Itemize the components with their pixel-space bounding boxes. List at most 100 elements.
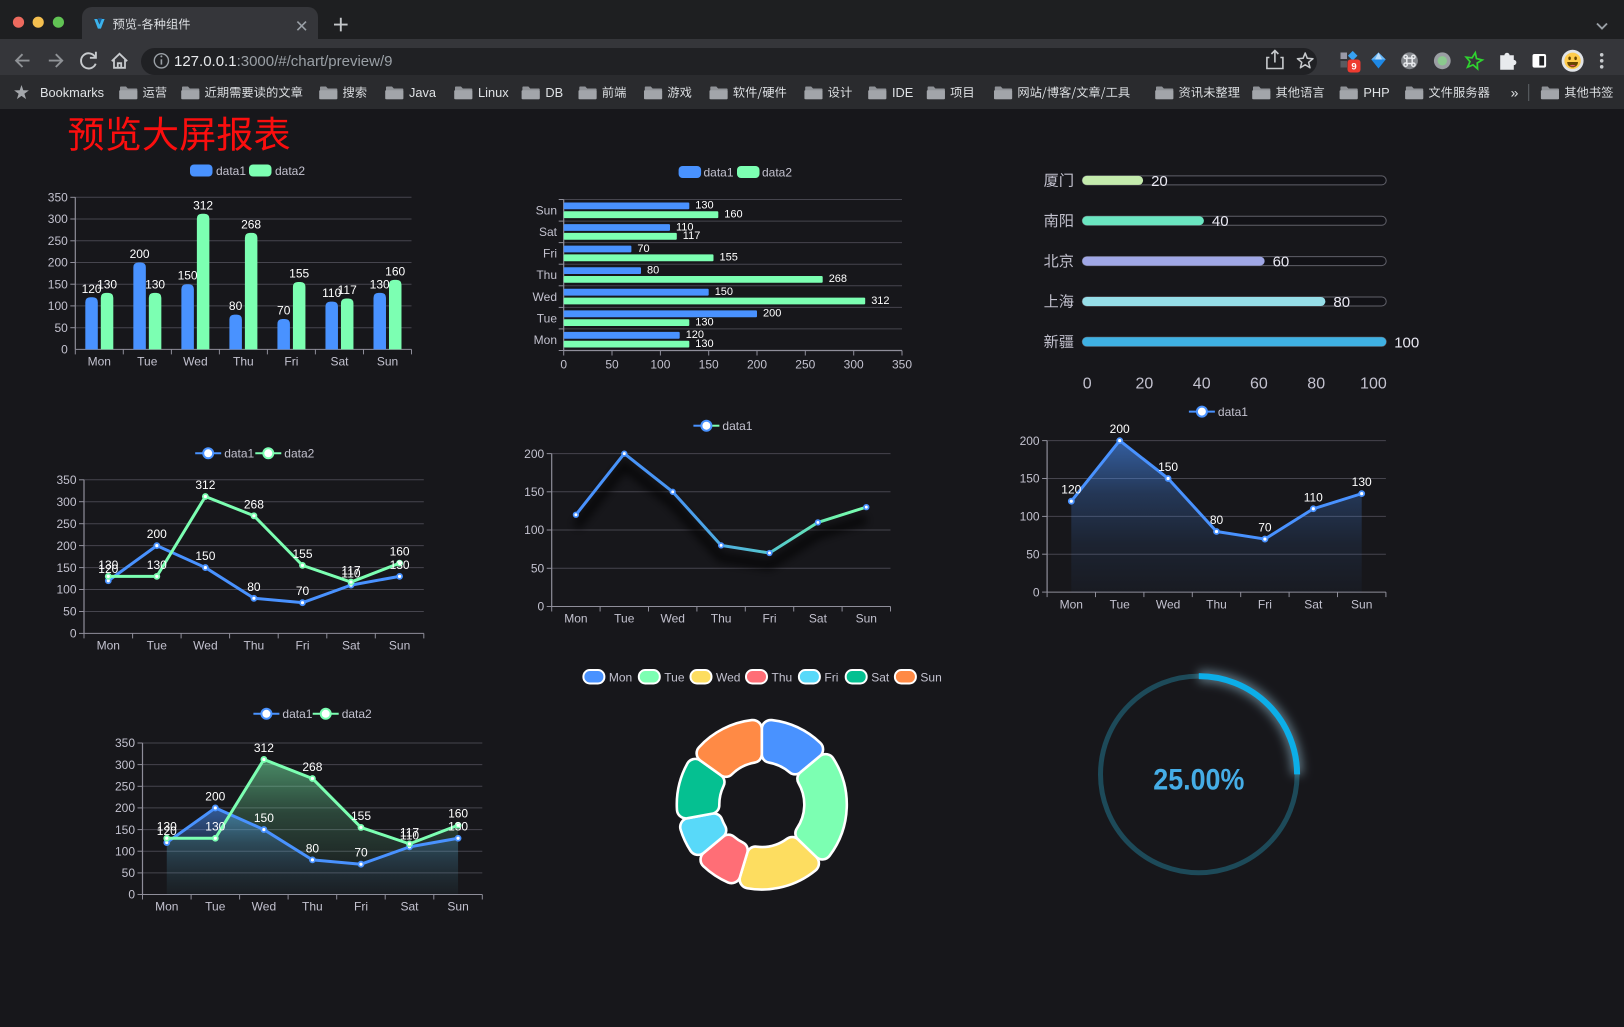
- svg-text:70: 70: [637, 243, 649, 255]
- svg-text:268: 268: [241, 217, 261, 231]
- svg-text:130: 130: [97, 277, 117, 291]
- svg-text:Wed: Wed: [660, 612, 684, 626]
- svg-text:250: 250: [56, 517, 76, 531]
- svg-text:data2: data2: [342, 707, 372, 721]
- svg-text:Sat: Sat: [330, 355, 349, 369]
- svg-text:60: 60: [1250, 375, 1268, 392]
- svg-text:100: 100: [115, 844, 135, 858]
- svg-text:200: 200: [1020, 434, 1040, 448]
- svg-text:312: 312: [195, 478, 215, 492]
- svg-text:100: 100: [524, 523, 544, 537]
- svg-text:0: 0: [538, 600, 545, 614]
- svg-text:Sun: Sun: [447, 900, 468, 914]
- svg-text:data1: data1: [1218, 405, 1248, 419]
- svg-text:117: 117: [338, 283, 357, 297]
- svg-text:Mon: Mon: [155, 900, 178, 914]
- svg-text:40: 40: [1212, 213, 1229, 230]
- svg-text:0: 0: [1033, 585, 1040, 599]
- svg-text:Fri: Fri: [1258, 598, 1272, 612]
- svg-text:117: 117: [400, 825, 419, 839]
- svg-text:Fri: Fri: [296, 639, 310, 653]
- svg-text:150: 150: [254, 811, 274, 825]
- svg-text:150: 150: [699, 357, 719, 371]
- svg-text:150: 150: [56, 561, 76, 575]
- svg-text:Mon: Mon: [534, 333, 557, 347]
- svg-text:130: 130: [448, 820, 468, 834]
- svg-text:150: 150: [1020, 472, 1040, 486]
- svg-text:250: 250: [48, 234, 68, 248]
- svg-text:70: 70: [354, 846, 368, 860]
- svg-text:200: 200: [524, 447, 544, 461]
- svg-text:80: 80: [247, 580, 261, 594]
- svg-text:data1: data1: [722, 419, 752, 433]
- svg-text:312: 312: [254, 741, 274, 755]
- svg-text:Fri: Fri: [284, 355, 298, 369]
- svg-text:130: 130: [695, 316, 713, 328]
- svg-text:Mon: Mon: [1060, 598, 1083, 612]
- svg-text:60: 60: [1273, 254, 1290, 271]
- svg-text:110: 110: [400, 828, 419, 842]
- svg-text:300: 300: [48, 212, 68, 226]
- svg-text:130: 130: [695, 200, 713, 212]
- svg-text:200: 200: [205, 789, 225, 803]
- svg-text:117: 117: [683, 230, 701, 242]
- svg-text:130: 130: [370, 277, 390, 291]
- svg-text:150: 150: [524, 485, 544, 499]
- svg-text:50: 50: [63, 605, 77, 619]
- svg-text:Sat: Sat: [809, 612, 828, 626]
- svg-text:Tue: Tue: [137, 355, 158, 369]
- svg-text:Linux: Linux: [478, 85, 509, 100]
- svg-text:120: 120: [82, 282, 102, 296]
- svg-text:0: 0: [128, 888, 135, 902]
- svg-text:70: 70: [277, 304, 291, 318]
- svg-text:data2: data2: [275, 164, 305, 178]
- svg-text:80: 80: [1210, 513, 1224, 527]
- svg-text:110: 110: [1304, 490, 1323, 504]
- svg-text:50: 50: [122, 866, 136, 880]
- svg-text:Sun: Sun: [920, 670, 941, 684]
- svg-text:120: 120: [1061, 483, 1081, 497]
- svg-text:200: 200: [747, 357, 767, 371]
- svg-text:Fri: Fri: [824, 670, 838, 684]
- svg-text:160: 160: [448, 807, 468, 821]
- svg-text:PHP: PHP: [1363, 85, 1389, 100]
- svg-text:70: 70: [296, 584, 310, 598]
- svg-text:117: 117: [341, 564, 360, 578]
- svg-text:Wed: Wed: [716, 670, 740, 684]
- svg-text:Tue: Tue: [537, 311, 558, 325]
- svg-text:150: 150: [48, 277, 68, 291]
- svg-text:160: 160: [390, 545, 410, 559]
- svg-text:350: 350: [115, 736, 135, 750]
- svg-text:Mon: Mon: [97, 639, 120, 653]
- svg-text:Sun: Sun: [1351, 598, 1372, 612]
- svg-text:110: 110: [676, 221, 694, 233]
- svg-text:200: 200: [48, 256, 68, 270]
- svg-text:Java: Java: [409, 85, 437, 100]
- svg-text:Bookmarks: Bookmarks: [40, 85, 104, 100]
- svg-text:Tue: Tue: [147, 639, 168, 653]
- svg-text:0: 0: [1083, 375, 1092, 392]
- svg-text:Tue: Tue: [205, 900, 226, 914]
- svg-text:160: 160: [385, 264, 405, 278]
- svg-text:80: 80: [647, 264, 659, 276]
- svg-text:80: 80: [306, 841, 320, 855]
- svg-text:100: 100: [650, 357, 670, 371]
- svg-text:80: 80: [1307, 375, 1325, 392]
- svg-text:150: 150: [195, 549, 215, 563]
- svg-text:Sun: Sun: [377, 355, 398, 369]
- svg-text:data1: data1: [704, 165, 734, 179]
- svg-text:200: 200: [56, 539, 76, 553]
- svg-text:268: 268: [244, 497, 264, 511]
- svg-text:350: 350: [892, 357, 912, 371]
- svg-text:Thu: Thu: [536, 268, 557, 282]
- svg-text:Tue: Tue: [664, 670, 685, 684]
- svg-text:110: 110: [322, 286, 341, 300]
- svg-text:130: 130: [1352, 475, 1372, 489]
- svg-text:Thu: Thu: [772, 670, 793, 684]
- svg-text:250: 250: [795, 357, 815, 371]
- svg-text:»: »: [1511, 85, 1519, 101]
- svg-text:Sun: Sun: [856, 612, 877, 626]
- svg-text:0: 0: [70, 627, 77, 641]
- svg-text:Sun: Sun: [389, 639, 410, 653]
- svg-text:155: 155: [351, 809, 371, 823]
